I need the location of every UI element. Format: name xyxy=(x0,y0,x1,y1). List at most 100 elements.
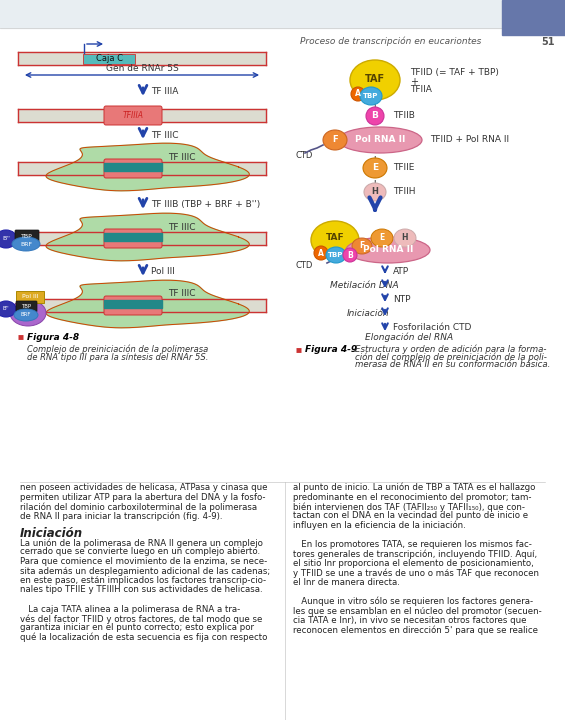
Text: TFIIIA: TFIIIA xyxy=(123,234,144,243)
Text: Aunque in vitro sólo se requieren los factores genera-: Aunque in vitro sólo se requieren los fa… xyxy=(293,597,533,606)
Text: predominante en el reconocimiento del promotor; tam-: predominante en el reconocimiento del pr… xyxy=(293,492,532,502)
Text: TBP: TBP xyxy=(328,252,344,258)
Text: el sitio Inr proporciona el elemento de posicionamiento,: el sitio Inr proporciona el elemento de … xyxy=(293,559,534,568)
Text: rilación del dominio carboxiloterminal de la polimerasa: rilación del dominio carboxiloterminal d… xyxy=(20,502,257,511)
Text: ción del complejo de preiniciación de la poli-: ción del complejo de preiniciación de la… xyxy=(355,352,547,361)
Text: TBP: TBP xyxy=(21,304,32,309)
Text: +: + xyxy=(370,178,380,191)
Text: TF IIIB (TBP + BRF + B''): TF IIIB (TBP + BRF + B'') xyxy=(151,200,260,210)
Text: CTD: CTD xyxy=(296,261,314,271)
Ellipse shape xyxy=(360,87,382,105)
Text: CTD: CTD xyxy=(296,151,314,161)
Text: Pol III: Pol III xyxy=(21,294,38,300)
Text: Proceso de transcripción en eucariontes: Proceso de transcripción en eucariontes xyxy=(300,37,481,47)
Ellipse shape xyxy=(10,300,46,326)
FancyBboxPatch shape xyxy=(104,159,162,178)
Text: 51: 51 xyxy=(541,37,555,47)
Text: influyen en la eficiencia de la iniciación.: influyen en la eficiencia de la iniciaci… xyxy=(293,521,466,531)
Text: y TFIID se une a través de uno o más TAF que reconocen: y TFIID se une a través de uno o más TAF… xyxy=(293,569,539,578)
Text: Iniciación: Iniciación xyxy=(20,527,83,540)
Ellipse shape xyxy=(14,309,38,321)
Text: tores generales de transcripción, incluyendo TFIID. Aquí,: tores generales de transcripción, incluy… xyxy=(293,549,537,559)
Text: La caja TATA alinea a la polimerasa de RNA a tra-: La caja TATA alinea a la polimerasa de R… xyxy=(20,605,240,613)
Bar xyxy=(18,299,266,312)
Text: Gen de RNAr 5S: Gen de RNAr 5S xyxy=(106,64,179,73)
Ellipse shape xyxy=(363,158,387,178)
Text: Figura 4-9: Figura 4-9 xyxy=(305,346,357,354)
Text: merasa de RNA II en su conformación básica.: merasa de RNA II en su conformación bási… xyxy=(355,360,550,369)
Text: de RNA II para iniciar la transcripción (fig. 4-9).: de RNA II para iniciar la transcripción … xyxy=(20,511,223,521)
Text: E: E xyxy=(379,233,385,243)
Bar xyxy=(83,53,135,63)
Text: permiten utilizar ATP para la abertura del DNA y la fosfo-: permiten utilizar ATP para la abertura d… xyxy=(20,492,266,502)
Text: TFIID (= TAF + TBP): TFIID (= TAF + TBP) xyxy=(410,68,499,78)
Text: TF IIIC: TF IIIC xyxy=(151,130,179,140)
Text: TAF: TAF xyxy=(365,74,385,84)
Text: Iniciación: Iniciación xyxy=(347,308,390,318)
Text: TF IIIA: TF IIIA xyxy=(151,88,179,96)
Bar xyxy=(502,0,565,35)
Text: En los promotores TATA, se requieren los mismos fac-: En los promotores TATA, se requieren los… xyxy=(293,540,532,549)
Text: Complejo de preiniciación de la polimerasa: Complejo de preiniciación de la polimera… xyxy=(27,345,208,354)
Bar xyxy=(18,109,266,122)
Text: cerrado que se convierte luego en un complejo abierto.: cerrado que se convierte luego en un com… xyxy=(20,547,260,557)
Text: B'': B'' xyxy=(2,236,10,241)
Text: cia TATA e Inr), in vivo se necesitan otros factores que: cia TATA e Inr), in vivo se necesitan ot… xyxy=(293,616,527,625)
Text: +: + xyxy=(370,153,380,166)
Text: +: + xyxy=(410,77,418,87)
Text: reconocen elementos en dirección 5' para que se realice: reconocen elementos en dirección 5' para… xyxy=(293,626,538,635)
FancyBboxPatch shape xyxy=(16,301,37,312)
Text: nales tipo TFIIE y TFIIIH con sus actividades de helicasa.: nales tipo TFIIE y TFIIIH con sus activi… xyxy=(20,585,263,595)
Text: TFIIH: TFIIH xyxy=(393,187,415,197)
Text: F: F xyxy=(332,135,338,145)
Text: Pol RNA II: Pol RNA II xyxy=(363,246,413,254)
Ellipse shape xyxy=(352,238,372,254)
FancyBboxPatch shape xyxy=(104,296,162,315)
Bar xyxy=(18,162,266,175)
Text: TBP: TBP xyxy=(21,233,33,238)
Circle shape xyxy=(351,87,365,101)
Text: les que se ensamblan en el núcleo del promotor (secuen-: les que se ensamblan en el núcleo del pr… xyxy=(293,606,542,616)
Text: en este paso, están implicados los factores transcrip­cio-: en este paso, están implicados los facto… xyxy=(20,576,266,585)
Ellipse shape xyxy=(12,237,40,251)
FancyBboxPatch shape xyxy=(104,106,162,125)
Text: TFIIA: TFIIA xyxy=(410,86,432,94)
Ellipse shape xyxy=(346,237,430,263)
Text: ATP: ATP xyxy=(393,268,409,276)
Ellipse shape xyxy=(0,301,16,317)
Text: Elongación del RNA: Elongación del RNA xyxy=(365,332,453,342)
Text: TF IIIC: TF IIIC xyxy=(168,222,195,232)
Text: F: F xyxy=(359,241,364,251)
Text: BRF: BRF xyxy=(20,241,32,246)
Text: TFIIIA: TFIIIA xyxy=(123,164,144,173)
Text: B'': B'' xyxy=(3,307,9,312)
Text: E: E xyxy=(372,163,378,173)
Ellipse shape xyxy=(350,60,400,100)
Text: A: A xyxy=(318,248,324,258)
Bar xyxy=(104,300,162,308)
Text: H: H xyxy=(372,187,379,197)
Ellipse shape xyxy=(394,229,416,247)
Text: NTP: NTP xyxy=(393,294,411,304)
Bar xyxy=(16,291,44,303)
FancyBboxPatch shape xyxy=(104,229,162,248)
Text: al punto de inicio. La unión de TBP a TATA es el hallazgo: al punto de inicio. La unión de TBP a TA… xyxy=(293,483,536,492)
Ellipse shape xyxy=(326,247,346,263)
Bar xyxy=(18,232,266,245)
Circle shape xyxy=(343,248,357,262)
Ellipse shape xyxy=(371,229,393,247)
Text: BRF: BRF xyxy=(21,312,31,318)
Text: Figura 4-8: Figura 4-8 xyxy=(27,333,79,341)
Text: qué la localización de esta secuencia es fija con respecto: qué la localización de esta secuencia es… xyxy=(20,633,267,642)
Text: Pol III: Pol III xyxy=(151,268,175,276)
Text: Fosforilación CTD: Fosforilación CTD xyxy=(393,323,471,333)
Polygon shape xyxy=(46,143,249,191)
Text: Metilación DNA: Metilación DNA xyxy=(330,281,399,289)
Text: tactan con el DNA en la vecindad del punto de inicio e: tactan con el DNA en la vecindad del pun… xyxy=(293,511,528,521)
Bar xyxy=(18,52,266,65)
Circle shape xyxy=(366,107,384,125)
Ellipse shape xyxy=(338,127,422,153)
Bar xyxy=(104,233,162,241)
Text: TFIIB: TFIIB xyxy=(393,112,415,120)
Text: TFIIIA: TFIIIA xyxy=(123,301,144,310)
